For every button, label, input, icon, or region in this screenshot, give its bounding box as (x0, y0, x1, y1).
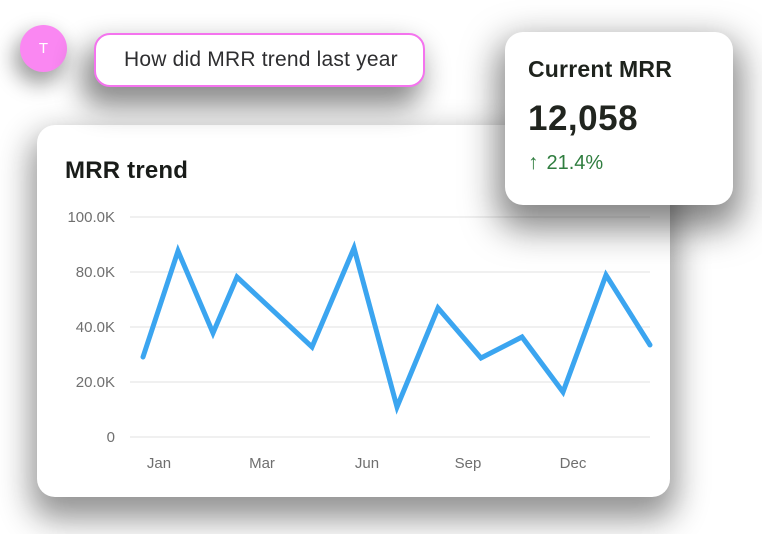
user-message-bubble: How did MRR trend last year (94, 33, 425, 87)
avatar-initial: T (38, 40, 49, 57)
user-message-text: How did MRR trend last year (124, 48, 398, 71)
current-mrr-card: Current MRR 12,058 ↑ 21.4% (505, 32, 733, 205)
chart-title: MRR trend (65, 157, 189, 184)
current-mrr-change: ↑ 21.4% (528, 151, 710, 175)
current-mrr-value: 12,058 (528, 99, 639, 138)
current-mrr-title: Current MRR (528, 56, 673, 82)
arrow-up-icon: ↑ (528, 151, 539, 174)
current-mrr-change-value: 21.4% (546, 151, 604, 174)
user-avatar: T (20, 25, 67, 72)
